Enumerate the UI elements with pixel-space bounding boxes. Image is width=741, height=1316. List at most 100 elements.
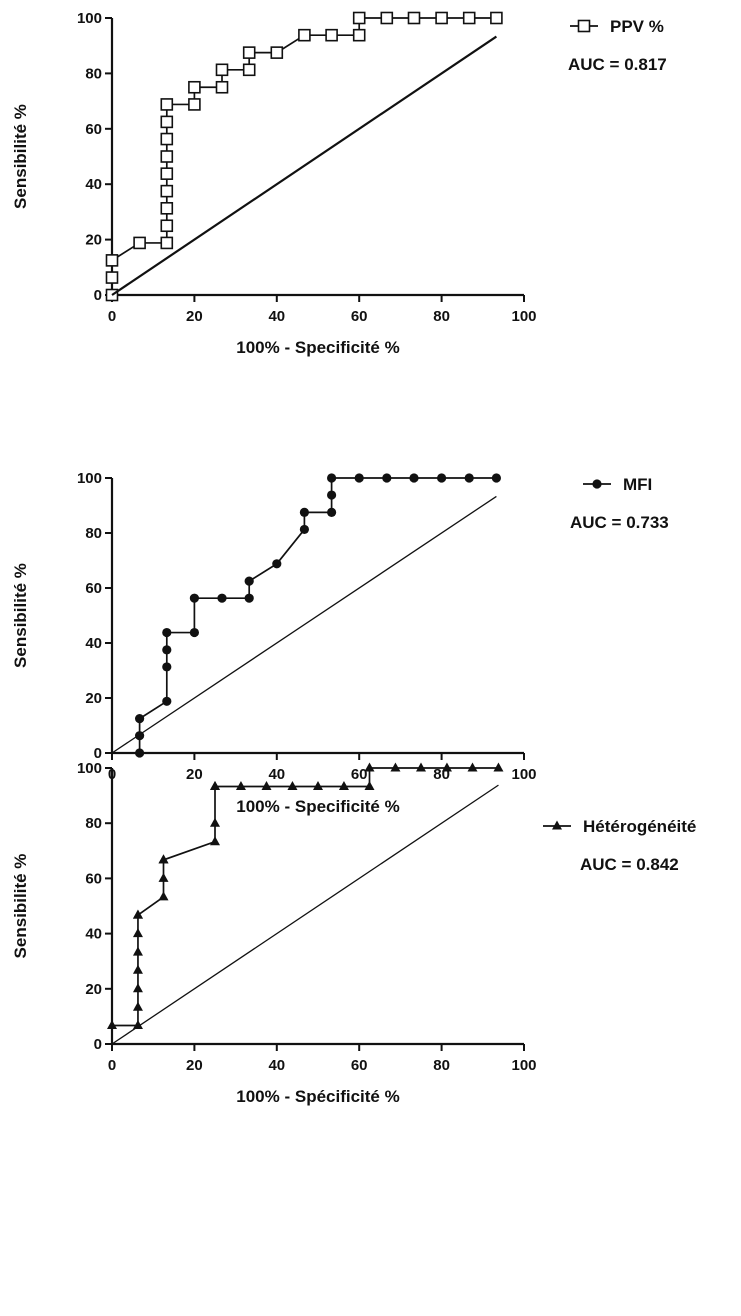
data-point	[354, 473, 364, 483]
y-axis-title: Sensibilité %	[11, 854, 30, 959]
x-tick-label: 60	[351, 308, 368, 325]
data-point	[462, 11, 476, 25]
x-axis-title: 100% - Specificité %	[236, 338, 399, 357]
y-tick-label: 40	[85, 926, 102, 943]
data-point	[132, 983, 143, 993]
data-point	[210, 836, 220, 846]
data-point	[160, 219, 174, 233]
y-tick-label: 0	[94, 745, 102, 762]
y-tick-label: 100	[77, 10, 102, 27]
data-point	[437, 473, 447, 483]
roc-panel-3: 0 20 40 60 80 100 0 20 40 60 80 100 100% - Spécifici…	[11, 760, 696, 1106]
roc-panel-1: 0 20 40 60 80 100 0 20 40 60 80 100 100% - Specifici…	[11, 10, 667, 357]
x-tick-label: 60	[351, 1057, 368, 1074]
data-point	[189, 627, 199, 638]
data-point	[133, 236, 146, 250]
data-point	[162, 627, 172, 638]
data-point	[160, 132, 174, 146]
data-point	[210, 817, 220, 827]
data-point	[158, 854, 169, 864]
data-point	[160, 236, 174, 250]
data-point	[188, 98, 201, 111]
x-tick-label: 100	[511, 308, 536, 325]
reference-diagonal-line	[111, 495, 497, 754]
data-point	[215, 80, 229, 94]
x-axis-title: 100% - Spécificité %	[236, 1087, 399, 1106]
data-point	[242, 63, 256, 77]
x-tick-label: 80	[433, 308, 450, 325]
legend-label: MFI	[623, 475, 652, 494]
data-point	[160, 98, 174, 111]
data-point	[409, 473, 419, 483]
data-point	[105, 254, 119, 267]
data-point	[160, 115, 174, 129]
x-tick-label: 20	[186, 308, 203, 325]
data-point	[162, 696, 172, 706]
data-point	[326, 490, 337, 500]
data-point	[325, 28, 338, 42]
auc-annotation: AUC = 0.842	[580, 855, 679, 874]
data-point	[352, 11, 366, 25]
data-point	[160, 184, 174, 198]
x-tick-label: 20	[186, 1057, 203, 1074]
data-point	[490, 11, 503, 25]
data-point	[135, 748, 145, 758]
y-tick-label: 20	[85, 690, 102, 707]
y-tick-label: 60	[85, 870, 102, 887]
data-point	[352, 28, 366, 42]
data-point	[244, 576, 254, 586]
y-tick-label: 40	[85, 635, 102, 652]
x-tick-label: 0	[108, 308, 116, 325]
data-point	[287, 780, 298, 790]
y-axis-title: Sensibilité %	[11, 104, 30, 209]
data-point	[160, 201, 174, 215]
data-point	[435, 11, 448, 25]
reference-diagonal-line	[111, 784, 499, 1045]
data-point	[210, 780, 220, 790]
data-point	[467, 762, 478, 772]
legend-marker	[552, 820, 562, 830]
data-point	[132, 964, 143, 974]
y-tick-label: 40	[85, 176, 102, 193]
auc-annotation: AUC = 0.817	[568, 55, 667, 74]
data-point	[299, 507, 310, 517]
y-tick-label: 60	[85, 580, 102, 597]
data-point	[380, 11, 394, 25]
data-point	[162, 662, 172, 672]
data-point	[135, 714, 145, 724]
y-tick-label: 100	[77, 470, 102, 487]
legend-marker	[592, 479, 602, 489]
data-point	[235, 780, 246, 790]
data-point	[215, 63, 229, 77]
x-tick-label: 80	[433, 1057, 450, 1074]
data-point	[132, 1020, 143, 1030]
x-axis-title: 100% - Specificité %	[236, 797, 399, 816]
x-tick-label: 40	[268, 766, 285, 783]
y-tick-label: 60	[85, 121, 102, 138]
data-point	[313, 780, 323, 790]
y-tick-label: 20	[85, 232, 102, 249]
data-point	[132, 928, 143, 938]
legend-label: Hétérogénéité	[583, 817, 696, 836]
data-point	[158, 891, 169, 901]
y-tick-label: 0	[94, 287, 102, 304]
data-point	[464, 473, 474, 483]
y-tick-label: 80	[85, 815, 102, 832]
x-tick-label: 0	[108, 1057, 116, 1074]
data-point	[382, 473, 392, 483]
data-point	[299, 524, 310, 535]
data-point	[270, 46, 284, 59]
y-tick-label: 0	[94, 1036, 102, 1053]
data-point	[132, 909, 143, 919]
data-point	[162, 645, 172, 655]
x-tick-label: 100	[511, 766, 536, 783]
data-point	[242, 46, 256, 59]
auc-annotation: AUC = 0.733	[570, 513, 669, 532]
y-axis-title: Sensibilité %	[11, 563, 30, 668]
x-tick-label: 20	[186, 766, 203, 783]
data-point	[188, 80, 201, 94]
legend-label: PPV %	[610, 17, 664, 36]
data-point	[441, 762, 452, 772]
